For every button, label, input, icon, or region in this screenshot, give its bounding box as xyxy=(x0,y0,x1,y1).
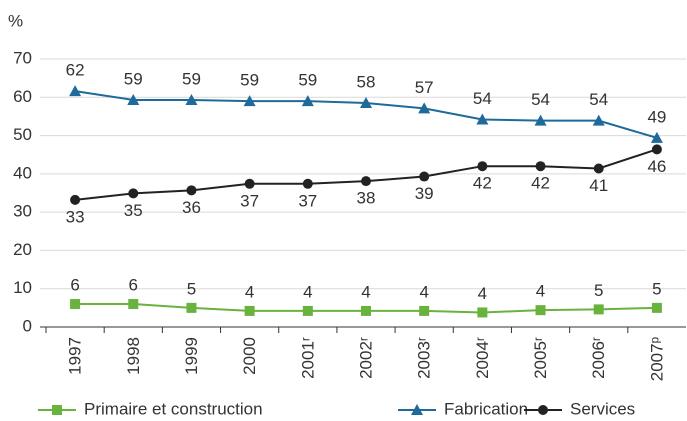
data-label: 58 xyxy=(357,73,376,92)
legend-label: Fabrication xyxy=(444,399,528,418)
data-label: 6 xyxy=(129,276,138,295)
data-label: 57 xyxy=(415,78,434,97)
data-label: 4 xyxy=(245,282,254,301)
data-label: 59 xyxy=(298,71,317,90)
data-label: 4 xyxy=(536,282,545,301)
legend-item: Primaire et construction xyxy=(38,399,263,418)
marker xyxy=(127,93,140,105)
marker xyxy=(651,302,662,313)
data-label: 59 xyxy=(124,69,143,88)
marker xyxy=(477,307,488,318)
data-label: 54 xyxy=(473,89,492,108)
x-tick-label: 2005ʳ xyxy=(531,337,550,379)
x-tick-label: 1997 xyxy=(66,337,85,375)
y-axis-label: % xyxy=(8,11,23,30)
marker xyxy=(302,178,313,189)
x-tick-label: 2006ʳ xyxy=(589,337,608,379)
data-label: 5 xyxy=(594,281,603,300)
x-tick-label: 1998 xyxy=(124,337,143,375)
x-tick-label: 2004ʳ xyxy=(473,337,492,379)
x-tick-label: 2003ʳ xyxy=(415,337,434,379)
marker xyxy=(476,113,489,125)
x-tick-label: 2001ʳ xyxy=(298,337,317,379)
marker xyxy=(534,114,547,126)
data-label: 37 xyxy=(240,191,259,210)
marker xyxy=(538,405,548,415)
data-label: 4 xyxy=(478,284,487,303)
marker xyxy=(650,131,663,143)
marker xyxy=(128,188,139,199)
data-label: 42 xyxy=(531,174,550,193)
data-label: 59 xyxy=(182,69,201,88)
marker xyxy=(244,305,255,316)
marker xyxy=(361,176,371,187)
data-label: 62 xyxy=(66,61,85,80)
marker xyxy=(592,114,605,126)
data-label: 42 xyxy=(473,174,492,193)
data-label: 5 xyxy=(652,279,661,298)
marker xyxy=(69,85,82,97)
data-label: 46 xyxy=(647,157,666,176)
data-label: 4 xyxy=(303,282,312,301)
y-tick-label: 0 xyxy=(23,316,32,335)
y-tick-label: 10 xyxy=(13,278,32,297)
marker xyxy=(477,161,488,172)
data-label: 54 xyxy=(531,90,550,109)
marker xyxy=(244,178,255,189)
marker xyxy=(70,299,81,310)
marker xyxy=(52,405,62,415)
marker xyxy=(535,305,546,316)
marker xyxy=(593,163,604,174)
x-tick-label: 2007ᵖ xyxy=(647,337,666,381)
marker xyxy=(535,161,546,172)
marker xyxy=(418,102,431,114)
marker xyxy=(419,305,430,316)
legend-item: Services xyxy=(524,399,635,418)
y-tick-label: 40 xyxy=(13,163,32,182)
data-label: 33 xyxy=(66,207,85,226)
legend-item: Fabrication xyxy=(398,399,528,418)
y-tick-label: 60 xyxy=(13,87,32,106)
marker xyxy=(186,185,197,196)
data-label: 4 xyxy=(419,282,428,301)
y-tick-label: 50 xyxy=(13,125,32,144)
marker xyxy=(651,144,662,155)
legend-label: Services xyxy=(570,399,635,418)
marker xyxy=(128,299,139,310)
marker xyxy=(302,305,313,316)
data-label: 4 xyxy=(361,282,370,301)
x-tick-label: 2002ʳ xyxy=(356,337,375,379)
marker xyxy=(186,302,197,313)
marker xyxy=(361,305,371,316)
x-tick-label: 1999 xyxy=(182,337,201,375)
data-label: 5 xyxy=(187,279,196,298)
legend-label: Primaire et construction xyxy=(84,399,263,418)
marker xyxy=(301,95,314,107)
data-label: 38 xyxy=(357,189,376,208)
marker xyxy=(360,97,372,109)
data-label: 36 xyxy=(182,198,201,217)
marker xyxy=(419,171,430,182)
data-label: 39 xyxy=(415,184,434,203)
data-label: 37 xyxy=(298,191,317,210)
data-label: 6 xyxy=(70,276,79,295)
y-tick-label: 20 xyxy=(13,240,32,259)
marker xyxy=(243,95,256,107)
data-label: 54 xyxy=(589,90,608,109)
data-label: 59 xyxy=(240,71,259,90)
data-label: 35 xyxy=(124,201,143,220)
y-tick-label: 30 xyxy=(13,202,32,221)
marker xyxy=(411,404,423,415)
data-label: 41 xyxy=(589,176,608,195)
data-label: 49 xyxy=(647,107,666,126)
x-tick-label: 2000 xyxy=(240,337,259,375)
y-tick-label: 70 xyxy=(13,48,32,67)
marker xyxy=(185,93,198,105)
marker xyxy=(70,194,81,205)
marker xyxy=(593,304,604,315)
